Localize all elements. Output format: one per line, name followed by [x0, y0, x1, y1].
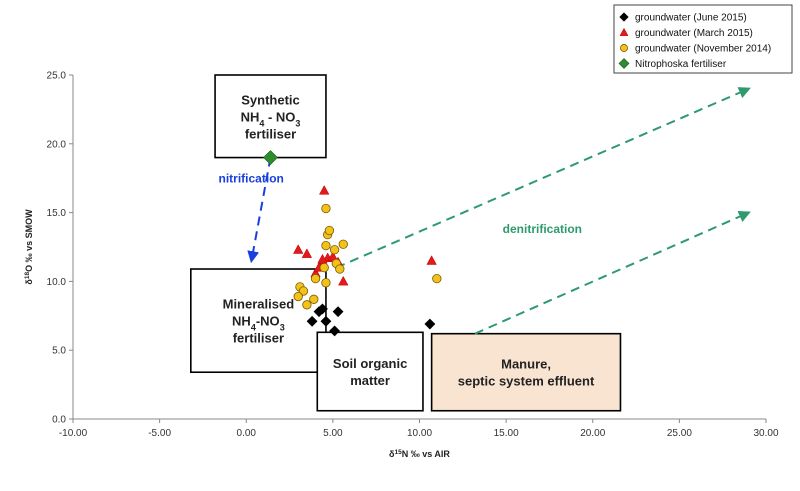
source-box-label: fertiliser: [245, 126, 296, 141]
source-box-label: Soil organic: [333, 356, 407, 371]
y-tick-label: 0.0: [52, 415, 66, 426]
legend-label: groundwater (March 2015): [635, 28, 753, 39]
y-tick-label: 10.0: [47, 277, 67, 288]
legend-label: groundwater (November 2014): [635, 44, 771, 55]
data-point: [302, 300, 312, 310]
data-point: [317, 303, 328, 315]
data-point: [324, 225, 335, 236]
legend-label: groundwater (June 2015): [635, 13, 747, 24]
y-axis-title: δ18O ‰ vs SMOW: [24, 209, 35, 285]
legend-marker: [619, 27, 629, 36]
x-tick-label: 25.00: [667, 428, 692, 439]
source-box-label: NH4 - NO3: [241, 109, 301, 128]
data-point: [335, 264, 345, 274]
source-box-label: Mineralised: [223, 297, 295, 312]
legend-box: [613, 4, 793, 74]
legend-marker: [619, 12, 629, 22]
data-point: [338, 239, 348, 249]
data-point: [432, 273, 442, 284]
source-box-synthetic: [214, 74, 327, 159]
y-tick-label: 25.0: [47, 71, 67, 82]
data-point: [293, 291, 303, 302]
data-point: [319, 185, 330, 195]
data-point: [321, 203, 331, 214]
x-tick-label: 15.00: [494, 428, 519, 439]
legend-marker: [620, 44, 628, 52]
data-point: [319, 262, 329, 273]
y-tick-label: 15.0: [47, 208, 67, 219]
data-point: [306, 315, 318, 327]
source-box-label: Synthetic: [241, 92, 300, 107]
data-point: [263, 150, 278, 165]
x-tick-label: 0.00: [237, 428, 257, 439]
data-point: [424, 318, 436, 330]
process-annotation: nitrification: [219, 171, 284, 185]
source-box-label: septic system effluent: [458, 374, 595, 389]
data-point: [293, 244, 304, 254]
process-arrow: [474, 210, 751, 335]
data-point: [321, 240, 331, 251]
data-point: [321, 278, 331, 288]
data-point: [332, 306, 344, 318]
data-point: [338, 275, 349, 286]
legend-label: Nitrophoska fertiliser: [635, 59, 727, 70]
x-tick-label: 20.00: [580, 428, 605, 439]
y-tick-label: 20.0: [47, 139, 67, 150]
source-box-label: Manure,: [501, 357, 551, 372]
x-tick-label: 5.00: [323, 428, 343, 439]
source-box-manure: [430, 332, 622, 412]
y-tick-label: 5.0: [52, 346, 66, 357]
x-tick-label: -5.00: [148, 428, 171, 439]
process-arrow: [247, 157, 272, 264]
source-box-label: fertiliser: [233, 331, 284, 346]
data-point: [329, 245, 340, 255]
x-tick-label: 10.00: [407, 428, 432, 439]
source-box-label: NH4-NO3: [232, 314, 285, 333]
data-point: [310, 273, 321, 284]
data-point: [301, 248, 313, 258]
data-point: [317, 253, 328, 264]
data-point: [426, 255, 437, 265]
data-point: [327, 251, 339, 261]
legend-marker: [618, 58, 630, 69]
source-box-label: matter: [350, 373, 390, 388]
x-tick-label: -10.00: [59, 428, 88, 439]
data-point: [320, 315, 332, 327]
process-annotation: denitrification: [503, 222, 582, 236]
source-box-soil: [316, 331, 424, 412]
x-axis-title: δ15N ‰ vs AIR: [389, 449, 450, 460]
x-tick-label: 30.00: [753, 428, 778, 439]
data-point: [329, 325, 341, 337]
data-point: [309, 294, 319, 304]
